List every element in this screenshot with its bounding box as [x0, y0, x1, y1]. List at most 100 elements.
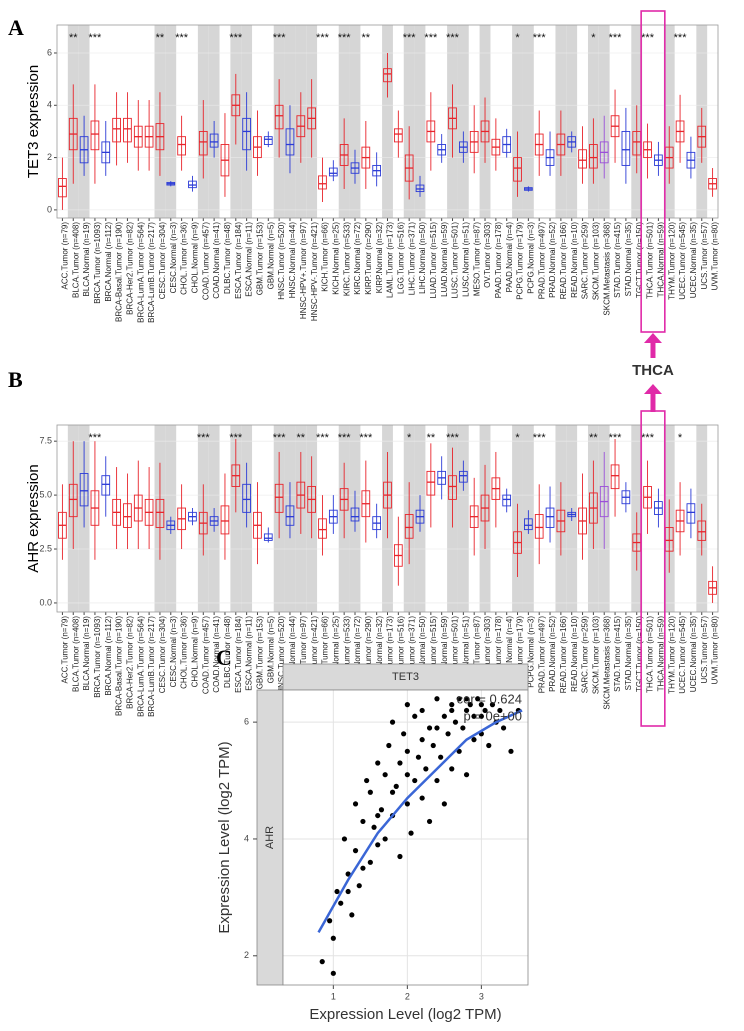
point	[382, 772, 388, 778]
x-tick-label: PRAD.Normal (n=52)	[548, 222, 557, 298]
point	[352, 848, 359, 854]
x-tick-label: UCEC.Normal (n=35)	[689, 222, 698, 299]
x-tick-label: COAD.Normal (n=41)	[212, 222, 221, 299]
x-tick-label: KICH.Normal (n=25)	[331, 222, 340, 295]
box	[697, 520, 707, 541]
point	[449, 702, 455, 708]
significance: ***	[533, 32, 547, 44]
x-tick-label: CHOL.Normal (n=9)	[191, 616, 200, 688]
group-shade	[230, 425, 242, 612]
point	[345, 871, 351, 877]
panel-label: C	[216, 645, 232, 670]
point	[338, 900, 344, 906]
x-tick-label: SARC.Tumor (n=259)	[581, 616, 590, 694]
box	[101, 475, 111, 496]
box	[123, 117, 132, 143]
x-tick-label: DLBC.Tumor (n=48)	[223, 616, 232, 688]
group-shade	[457, 25, 469, 218]
x-tick-label: SKCM.Metastasis (n=368)	[602, 616, 611, 710]
x-tick-label: LUAD.Tumor (n=515)	[429, 222, 438, 299]
point	[489, 702, 496, 708]
x-tick-label: BRCA.Tumor (n=1093)	[93, 616, 102, 698]
box	[524, 518, 533, 531]
point	[334, 888, 340, 895]
y-axis-title: AHR expression	[25, 464, 42, 572]
point	[389, 789, 396, 795]
box	[155, 498, 165, 528]
x-tick-label: LUSC.Tumor (n=501)	[451, 616, 460, 693]
y-tick-label: 4	[244, 833, 249, 843]
x-tick-label: PAAD.Normal (n=4)	[505, 616, 514, 687]
point	[415, 754, 422, 760]
x-tick-label: THYM.Tumor (n=120)	[667, 616, 676, 694]
x-tick-label: COAD.Normal (n=41)	[212, 616, 221, 693]
point	[434, 777, 440, 784]
x-tick-label: STAD.Normal (n=35)	[624, 616, 633, 691]
callout-highlight	[640, 10, 666, 333]
y-axis-title: TET3 expression	[25, 65, 42, 178]
box	[350, 507, 360, 522]
facet-strip-side	[256, 689, 284, 986]
point	[401, 731, 407, 737]
group-shade	[414, 25, 426, 218]
x-tick-label: BRCA-Her2.Tumor (n=82)	[126, 616, 135, 709]
box	[242, 117, 251, 151]
y-tick-label: 7.5	[39, 436, 52, 446]
point	[426, 725, 433, 731]
box	[90, 120, 100, 151]
box	[404, 514, 414, 539]
box	[177, 136, 186, 156]
group-shade	[522, 25, 534, 218]
x-tick-label: CESC.Tumor (n=304)	[158, 616, 167, 694]
x-tick-label: LUSC.Normal (n=51)	[461, 222, 470, 297]
x-tick-label: HNSC.Tumor (n=520)	[277, 222, 286, 300]
x-tick-label: PRAD.Tumor (n=497)	[537, 616, 546, 694]
point	[441, 801, 447, 807]
point	[352, 801, 359, 807]
box	[393, 128, 403, 143]
box	[123, 503, 132, 528]
x-tick-label: CESC.Tumor (n=304)	[158, 222, 167, 300]
x-tick-label: UCEC.Tumor (n=545)	[678, 222, 687, 300]
box	[198, 130, 208, 156]
point	[449, 707, 455, 714]
x-tick-label: BRCA-Her2.Tumor (n=82)	[126, 222, 135, 315]
x-tick-label: ESCA.Normal (n=11)	[245, 616, 254, 691]
significance: ***	[424, 32, 438, 44]
x-tick-label: KIRC.Tumor (n=533)	[342, 616, 351, 691]
significance: ***	[641, 32, 655, 44]
x-tick-label: GBM.Tumor (n=153)	[256, 616, 265, 690]
significance: **	[69, 32, 78, 44]
callout-label: THCA	[632, 362, 674, 379]
point	[423, 766, 429, 772]
x-tick-label: BRCA.Normal (n=112)	[104, 222, 113, 302]
x-tick-label: GBM.Normal (n=5)	[266, 222, 275, 290]
x-tick-label: DLBC.Tumor (n=48)	[223, 222, 232, 294]
significance: ***	[338, 432, 352, 444]
point	[463, 707, 470, 714]
x-tick-label: 3	[479, 991, 484, 1001]
box	[415, 184, 425, 193]
x-tick-label: LUAD.Normal (n=59)	[440, 222, 449, 297]
significance: ***	[641, 432, 655, 444]
x-tick-label: BRCA-Basal.Tumor (n=190)	[115, 616, 124, 716]
point	[434, 725, 440, 731]
box	[448, 475, 457, 500]
significance: ***	[197, 432, 211, 444]
x-tick-label: LUSC.Normal (n=51)	[461, 616, 470, 691]
point	[356, 883, 362, 889]
box	[328, 167, 338, 177]
significance: ***	[89, 432, 103, 444]
x-tick-label: LUAD.Normal (n=59)	[440, 616, 449, 691]
x-tick-label: BRCA-LumB.Tumor (n=217)	[147, 616, 156, 717]
y-tick-label: 6	[244, 717, 249, 727]
point	[460, 725, 466, 731]
x-tick-label: UVM.Tumor (n=80)	[711, 616, 720, 685]
x-tick-label: OV.Tumor (n=303)	[483, 222, 492, 288]
box	[274, 104, 284, 130]
x-tick-label: UCEC.Tumor (n=545)	[678, 616, 687, 694]
x-tick-label: UCEC.Normal (n=35)	[689, 616, 698, 693]
significance: ***	[338, 32, 352, 44]
x-tick-label: STAD.Tumor (n=415)	[613, 222, 622, 298]
